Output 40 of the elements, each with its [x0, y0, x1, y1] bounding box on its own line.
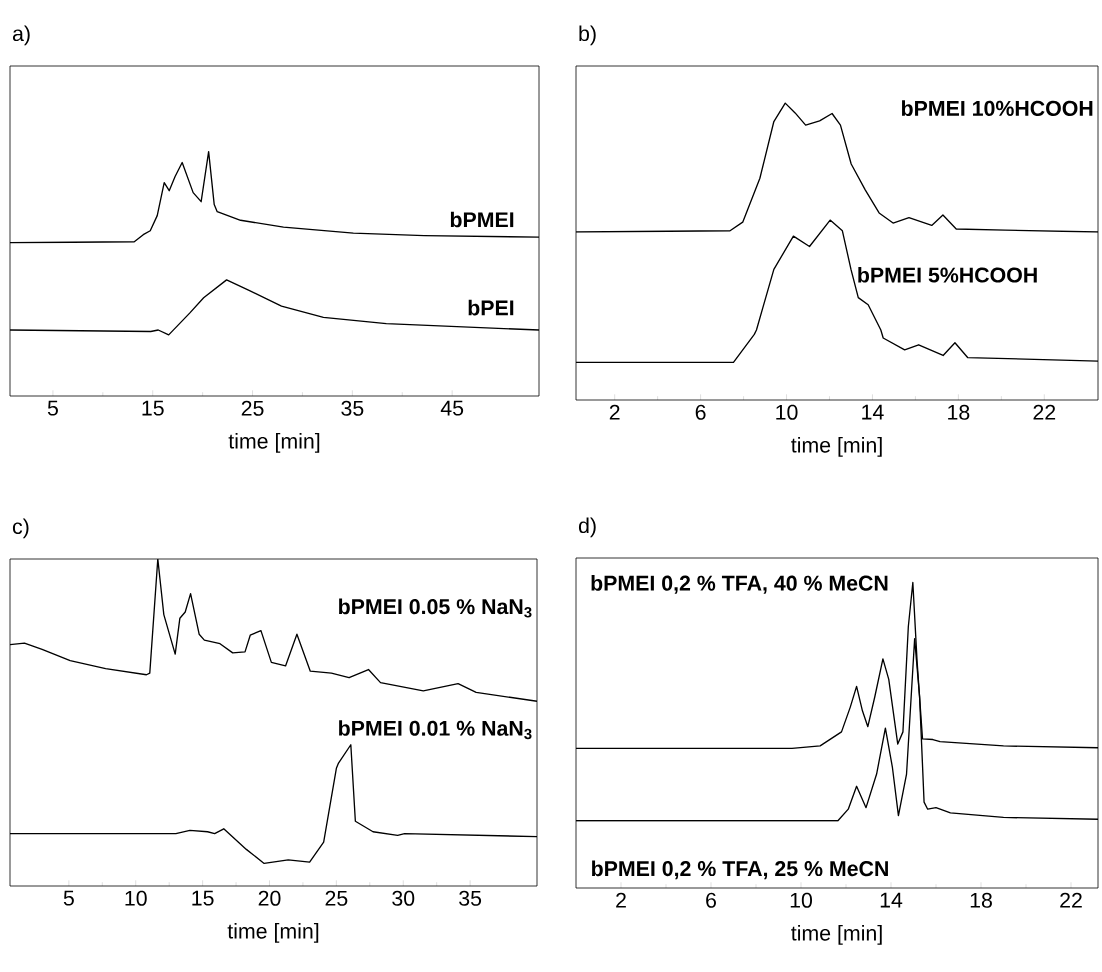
x-tick-label: 18: [948, 404, 970, 420]
x-tick-label: 2: [609, 404, 620, 420]
x-tick-label: 25: [325, 890, 348, 906]
x-tick-label: 6: [695, 404, 706, 420]
x-tick-label: 5: [47, 400, 58, 416]
x-tick-label: 35: [341, 400, 364, 416]
x-axis-title: time [min]: [791, 924, 882, 945]
x-tick-label: 25: [241, 400, 264, 416]
x-tick-label: 22: [1060, 892, 1082, 908]
x-tick-label: 6: [706, 892, 716, 908]
chart-title: d): [578, 517, 596, 538]
x-tick-label: 30: [392, 890, 415, 906]
x-tick-label: 20: [258, 890, 281, 906]
x-tick-label: 18: [970, 892, 992, 908]
series-label: bPMEI 0,2 % TFA, 25 % MeCN: [592, 860, 888, 880]
x-tick-label: 22: [1033, 404, 1056, 420]
chart-title: b): [579, 25, 596, 46]
x-tick-label: 14: [880, 892, 903, 908]
x-axis-title: time [min]: [227, 922, 319, 943]
x-tick-label: 35: [459, 890, 482, 906]
x-tick-label: 14: [862, 404, 884, 420]
series-label: bPMEI 0,2 % TFA, 40 % MeCN: [591, 575, 888, 594]
text: bPMEI 0.05 % NaN$_{3}$: [339, 598, 532, 618]
x-tick-label: 10: [790, 892, 813, 908]
x-tick-label: 5: [63, 890, 74, 906]
x-axis-title: time [min]: [228, 432, 320, 453]
chart-title: a): [12, 25, 30, 46]
x-axis-title: time [min]: [791, 436, 882, 457]
x-tick-label: 10: [776, 404, 798, 420]
series-label: bPMEI: [450, 211, 514, 228]
series-label: bPMEI 5%HCOOH: [858, 266, 1037, 283]
x-tick-label: 15: [142, 400, 164, 416]
series-label: bPMEI 0.01 % NaN$_{3}$: [339, 720, 532, 740]
x-tick-label: 2: [616, 892, 626, 908]
text: bPMEI 10%HCOOH: [901, 100, 1093, 116]
x-tick-label: 10: [125, 890, 147, 906]
chart-title: c): [12, 518, 29, 539]
x-tick-label: 45: [440, 400, 464, 416]
x-tick-label: 15: [192, 890, 214, 906]
series-label: bPEI: [468, 299, 514, 316]
